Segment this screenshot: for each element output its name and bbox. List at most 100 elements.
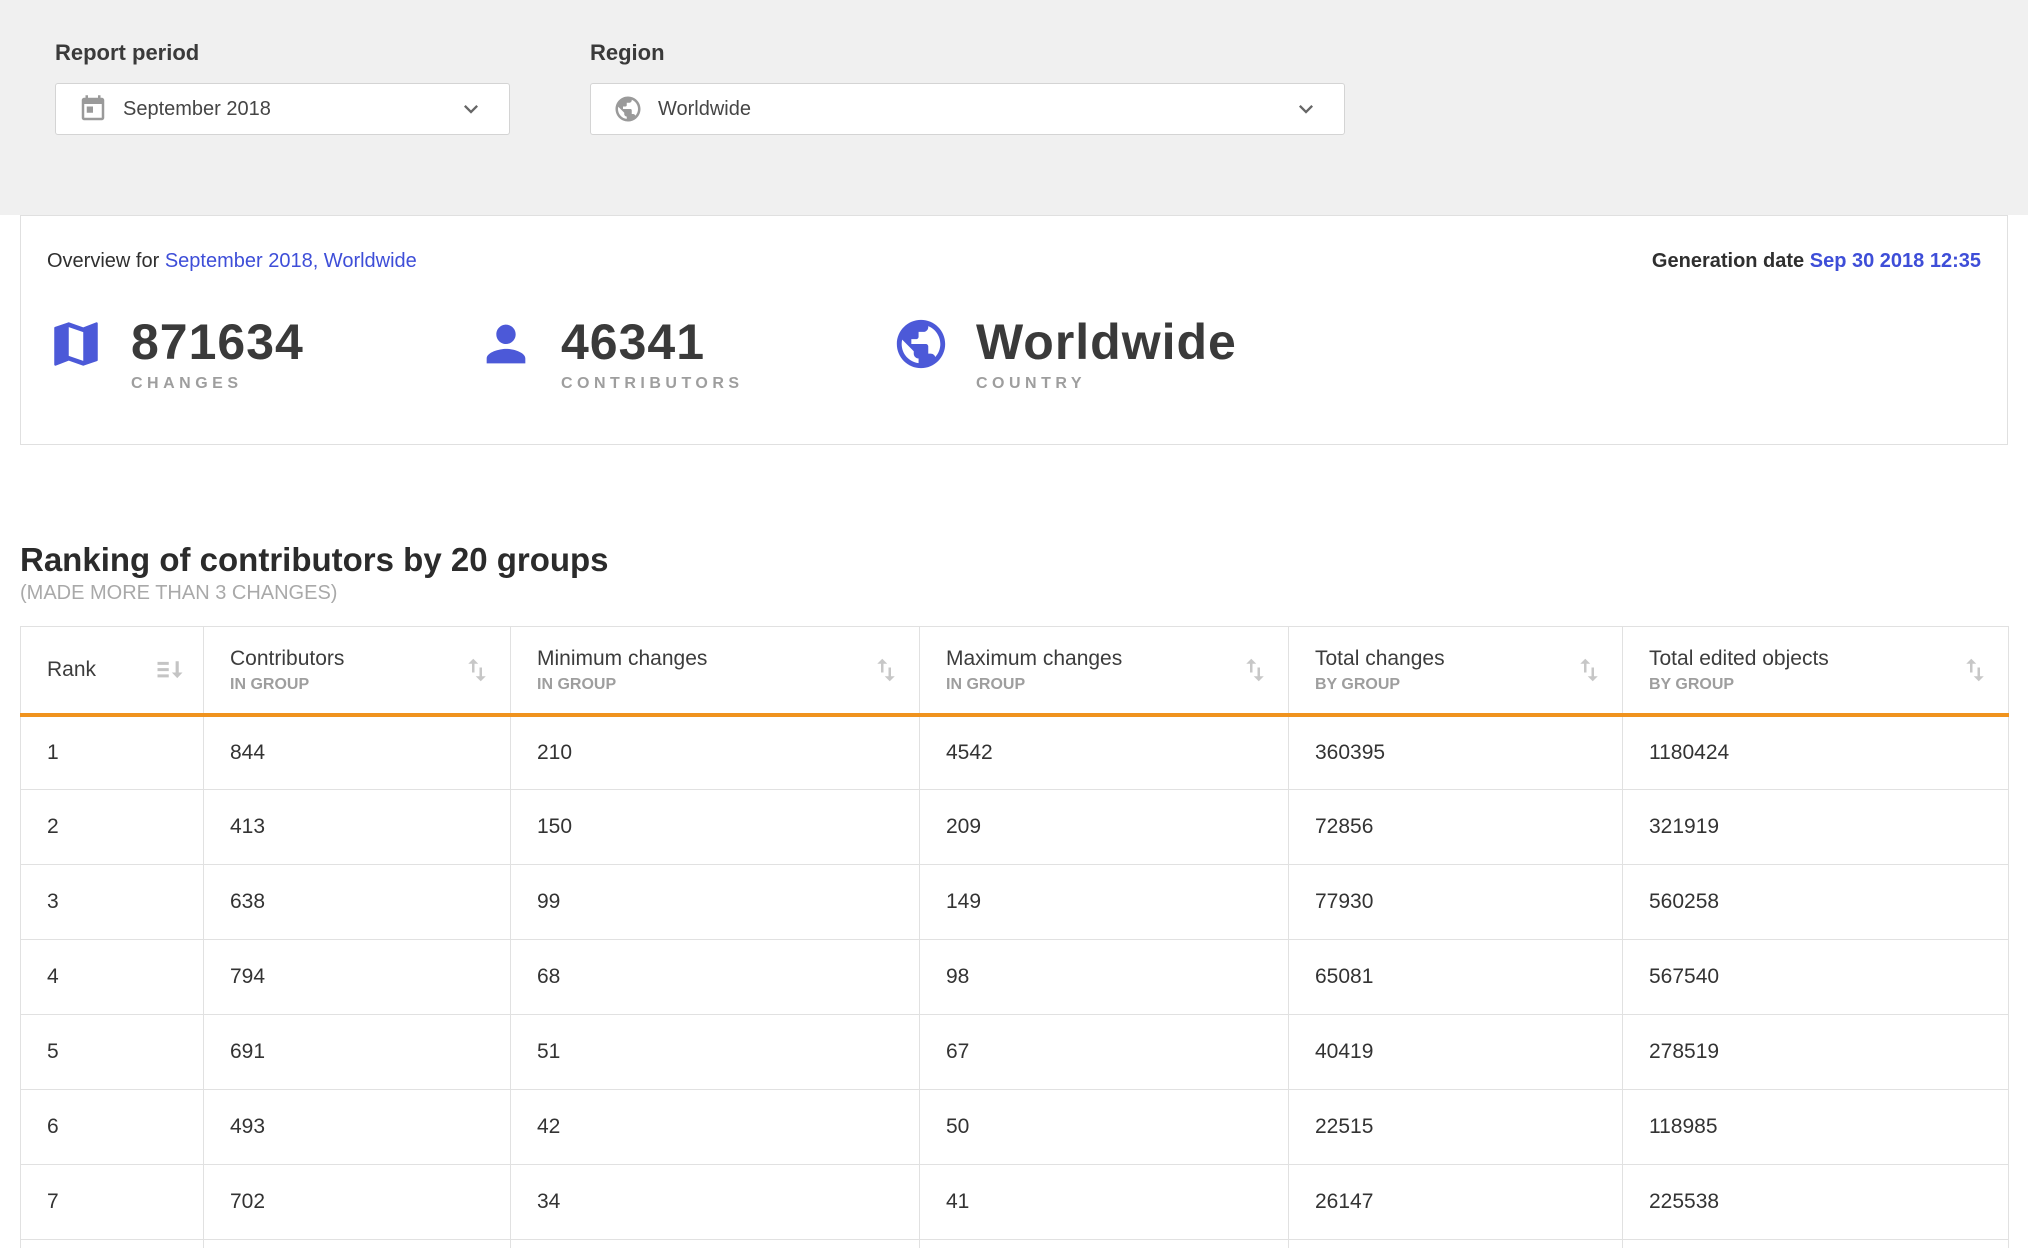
cell-contributors: 691 <box>204 1015 511 1090</box>
overview-period-link[interactable]: September 2018, Worldwide <box>165 250 417 272</box>
column-header-total-changes[interactable]: Total changes BY GROUP <box>1289 627 1623 715</box>
ranking-section: Ranking of contributors by 20 groups (MA… <box>20 541 2008 605</box>
cell-min-changes: 150 <box>511 790 920 865</box>
region-value: Worldwide <box>658 98 751 121</box>
stat-changes: 871634 CHANGES <box>47 315 477 393</box>
cell-total-changes: 360395 <box>1289 715 1623 790</box>
table-row: 7 702 34 41 26147 225538 <box>21 1165 2009 1240</box>
cell-total-changes: 26147 <box>1289 1165 1623 1240</box>
cell-min-changes: 42 <box>511 1090 920 1165</box>
cell-rank: 3 <box>21 865 204 940</box>
report-period-label: Report period <box>55 40 510 66</box>
stat-contributors: 46341 CONTRIBUTORS <box>477 315 892 393</box>
table-header-row: Rank Contributors IN GROUP <box>21 627 2009 715</box>
column-sublabel: IN GROUP <box>230 676 344 694</box>
column-label: Rank <box>47 657 96 683</box>
globe-icon <box>613 94 643 124</box>
cell-rank: 1 <box>21 715 204 790</box>
table-row: 3 638 99 149 77930 560258 <box>21 865 2009 940</box>
generation-date: Generation date Sep 30 2018 12:35 <box>1652 250 1981 273</box>
cell-total-edited: 567540 <box>1623 940 2009 1015</box>
calendar-icon <box>78 94 108 124</box>
cell-total-changes: 40419 <box>1289 1015 1623 1090</box>
column-sublabel: BY GROUP <box>1649 676 1829 694</box>
map-icon <box>47 315 105 373</box>
cell-total-edited: 118985 <box>1623 1090 2009 1165</box>
cell-contributors: 702 <box>204 1165 511 1240</box>
overview-card: Overview for September 2018, Worldwide G… <box>20 215 2008 445</box>
column-label: Maximum changes <box>946 646 1122 672</box>
region-label: Region <box>590 40 1345 66</box>
column-header-min-changes[interactable]: Minimum changes IN GROUP <box>511 627 920 715</box>
cell-contributors: 493 <box>204 1090 511 1165</box>
cell-rank: 4 <box>21 940 204 1015</box>
cell-rank: 2 <box>21 790 204 865</box>
cell-rank: 7 <box>21 1165 204 1240</box>
column-sublabel: IN GROUP <box>537 676 707 694</box>
report-period-value: September 2018 <box>123 98 271 121</box>
stat-country: Worldwide COUNTRY <box>892 315 1237 393</box>
cell-total-changes: 72856 <box>1289 790 1623 865</box>
country-value: Worldwide <box>976 315 1237 369</box>
region-select[interactable]: Worldwide <box>590 83 1345 135</box>
globe-icon <box>892 315 950 373</box>
cell-min-changes: 210 <box>511 715 920 790</box>
cell-rank: 6 <box>21 1090 204 1165</box>
cell-total-edited: 278519 <box>1623 1015 2009 1090</box>
ranking-table: Rank Contributors IN GROUP <box>20 626 2009 1248</box>
column-header-contributors[interactable]: Contributors IN GROUP <box>204 627 511 715</box>
table-row: 5 691 51 67 40419 278519 <box>21 1015 2009 1090</box>
cell-total-edited: 1180424 <box>1623 715 2009 790</box>
table-row: 4 794 68 98 65081 567540 <box>21 940 2009 1015</box>
sort-arrows-icon[interactable] <box>871 655 901 685</box>
column-header-total-edited[interactable]: Total edited objects BY GROUP <box>1623 627 2009 715</box>
sort-lines-icon[interactable] <box>155 655 185 685</box>
ranking-subtitle: (MADE MORE THAN 3 CHANGES) <box>20 582 2008 605</box>
cell-max-changes: 149 <box>920 865 1289 940</box>
table-row-filler <box>21 1240 2009 1248</box>
cell-max-changes: 67 <box>920 1015 1289 1090</box>
cell-total-edited: 321919 <box>1623 790 2009 865</box>
cell-max-changes: 4542 <box>920 715 1289 790</box>
filter-bar: Report period September 2018 Region Worl… <box>0 0 2028 215</box>
cell-min-changes: 34 <box>511 1165 920 1240</box>
cell-total-changes: 65081 <box>1289 940 1623 1015</box>
column-label: Total changes <box>1315 646 1445 672</box>
column-sublabel: BY GROUP <box>1315 676 1445 694</box>
sort-arrows-icon[interactable] <box>462 655 492 685</box>
cell-contributors: 794 <box>204 940 511 1015</box>
cell-max-changes: 50 <box>920 1090 1289 1165</box>
report-period-filter: Report period September 2018 <box>55 40 510 215</box>
person-icon <box>477 315 535 373</box>
cell-total-edited: 225538 <box>1623 1165 2009 1240</box>
overview-for-text: Overview for September 2018, Worldwide <box>47 250 417 273</box>
column-header-rank[interactable]: Rank <box>21 627 204 715</box>
changes-value: 871634 <box>131 315 304 369</box>
country-caption: COUNTRY <box>976 375 1237 393</box>
sort-arrows-icon[interactable] <box>1960 655 1990 685</box>
cell-min-changes: 99 <box>511 865 920 940</box>
column-header-max-changes[interactable]: Maximum changes IN GROUP <box>920 627 1289 715</box>
column-label: Minimum changes <box>537 646 707 672</box>
cell-contributors: 413 <box>204 790 511 865</box>
cell-max-changes: 209 <box>920 790 1289 865</box>
overview-prefix: Overview for <box>47 250 159 272</box>
column-label: Contributors <box>230 646 344 672</box>
sort-arrows-icon[interactable] <box>1574 655 1604 685</box>
cell-total-changes: 22515 <box>1289 1090 1623 1165</box>
table-row: 2 413 150 209 72856 321919 <box>21 790 2009 865</box>
cell-contributors: 638 <box>204 865 511 940</box>
chevron-down-icon <box>457 95 485 123</box>
report-period-select[interactable]: September 2018 <box>55 83 510 135</box>
cell-min-changes: 51 <box>511 1015 920 1090</box>
column-label: Total edited objects <box>1649 646 1829 672</box>
column-sublabel: IN GROUP <box>946 676 1122 694</box>
sort-arrows-icon[interactable] <box>1240 655 1270 685</box>
cell-max-changes: 98 <box>920 940 1289 1015</box>
cell-min-changes: 68 <box>511 940 920 1015</box>
cell-rank: 5 <box>21 1015 204 1090</box>
chevron-down-icon <box>1292 95 1320 123</box>
region-filter: Region Worldwide <box>590 40 1345 215</box>
cell-max-changes: 41 <box>920 1165 1289 1240</box>
generation-date-value[interactable]: Sep 30 2018 12:35 <box>1810 250 1981 272</box>
